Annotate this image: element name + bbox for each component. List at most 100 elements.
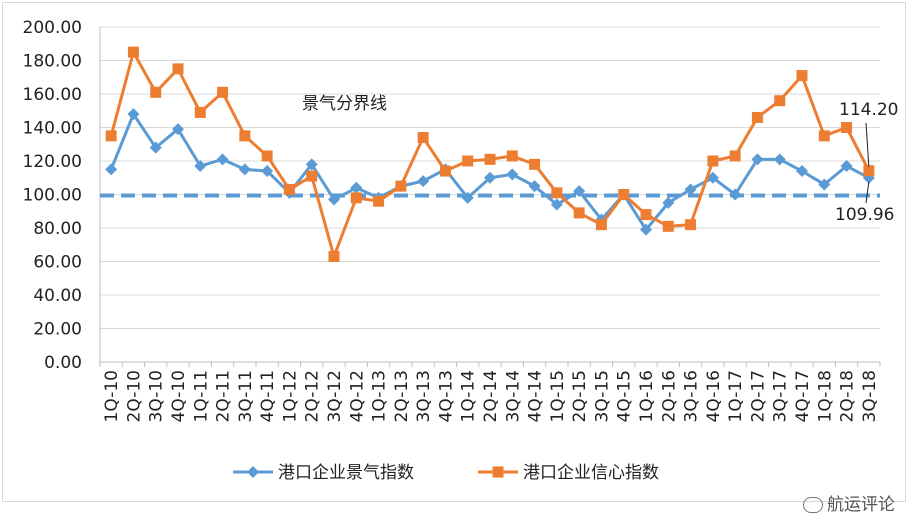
x-tick-label: 4Q-12	[347, 370, 367, 422]
x-tick-label: 1Q-15	[548, 370, 568, 422]
data-point	[127, 46, 139, 58]
data-point	[484, 153, 496, 165]
x-tick-label: 3Q-17	[771, 370, 791, 422]
data-point	[595, 219, 607, 231]
legend-label: 港口企业景气指数	[278, 463, 414, 483]
data-point	[707, 155, 719, 167]
x-tick-label: 2Q-15	[570, 370, 590, 422]
data-point	[685, 219, 697, 231]
x-tick-label: 1Q-12	[280, 370, 300, 422]
data-point	[217, 86, 229, 98]
x-tick-label: 4Q-15	[615, 370, 635, 422]
data-point	[283, 183, 295, 195]
x-tick-label: 1Q-13	[370, 370, 390, 422]
data-point	[796, 70, 808, 82]
data-point	[373, 195, 385, 207]
data-point	[840, 160, 853, 173]
y-tick-label: 180.00	[23, 52, 82, 72]
data-point	[149, 141, 162, 154]
x-tick-label: 4Q-17	[793, 370, 813, 422]
data-point	[261, 165, 274, 178]
chart-frame	[2, 2, 906, 502]
data-point	[550, 198, 563, 211]
x-tick-label: 3Q-15	[592, 370, 612, 422]
data-point	[350, 181, 363, 194]
data-point	[194, 160, 207, 173]
x-tick-label: 4Q-13	[436, 370, 456, 422]
data-point	[328, 193, 340, 206]
data-point	[818, 130, 830, 142]
watermark-text: 航运评论	[827, 495, 895, 515]
y-tick-label: 100.00	[23, 186, 82, 206]
data-point	[261, 150, 273, 162]
data-point	[172, 123, 184, 136]
data-point	[573, 207, 585, 219]
data-point	[439, 165, 451, 177]
data-point	[729, 188, 742, 201]
data-point	[172, 63, 184, 75]
data-point	[551, 187, 563, 199]
x-tick-label: 2Q-17	[748, 370, 768, 422]
data-point	[484, 171, 496, 184]
data-point	[751, 153, 764, 166]
x-tick-label: 2Q-10	[124, 370, 144, 422]
data-point	[239, 130, 251, 142]
data-point	[818, 178, 831, 191]
x-tick-label: 3Q-16	[682, 370, 702, 422]
data-point	[640, 209, 652, 221]
data-point	[127, 108, 140, 121]
x-tick-label: 3Q-10	[147, 370, 167, 422]
x-tick-label: 3Q-14	[503, 370, 523, 422]
x-tick-label: 3Q-18	[860, 370, 880, 422]
data-point	[774, 95, 786, 107]
data-point	[529, 158, 541, 170]
data-point	[863, 165, 875, 177]
data-point	[150, 86, 162, 98]
reference-line-label: 景气分界线	[302, 94, 387, 114]
data-point	[706, 171, 719, 184]
annotation-confidence-last: 114.20	[839, 100, 898, 120]
y-tick-label: 200.00	[23, 18, 82, 38]
x-tick-label: 3Q-13	[414, 370, 434, 422]
data-point	[350, 192, 362, 204]
data-point	[506, 168, 519, 181]
data-point	[618, 189, 630, 200]
data-point	[461, 191, 474, 204]
data-point	[238, 163, 251, 176]
data-point	[462, 155, 474, 167]
y-tick-label: 40.00	[33, 286, 82, 306]
x-tick-label: 1Q-16	[637, 370, 657, 422]
x-tick-label: 3Q-11	[236, 370, 256, 422]
data-point	[729, 150, 741, 162]
wechat-icon	[803, 497, 823, 513]
data-point	[417, 175, 430, 188]
data-point	[773, 153, 786, 166]
legend-label: 港口企业信心指数	[523, 463, 659, 483]
y-tick-label: 120.00	[23, 152, 82, 172]
x-tick-label: 1Q-14	[459, 370, 479, 422]
annotation-leader-prosperity	[865, 181, 870, 204]
y-tick-label: 140.00	[23, 119, 82, 139]
data-point	[194, 106, 206, 118]
legend-marker	[492, 466, 504, 478]
y-tick-label: 160.00	[23, 85, 82, 105]
data-point	[395, 180, 407, 192]
data-point	[684, 183, 697, 196]
data-point	[573, 185, 586, 198]
x-tick-label: 3Q-12	[325, 370, 345, 422]
x-tick-label: 2Q-13	[392, 370, 412, 422]
data-point	[662, 196, 675, 209]
data-point	[105, 130, 117, 142]
x-tick-label: 4Q-11	[258, 370, 278, 422]
x-tick-label: 2Q-16	[659, 370, 679, 422]
annotation-leader-confidence	[865, 122, 870, 167]
data-point	[417, 132, 429, 144]
watermark: 航运评论	[803, 490, 895, 515]
data-point	[216, 153, 229, 166]
x-tick-label: 4Q-14	[526, 370, 546, 422]
data-point	[640, 223, 652, 236]
data-point	[305, 158, 318, 171]
x-tick-label: 2Q-14	[481, 370, 501, 422]
